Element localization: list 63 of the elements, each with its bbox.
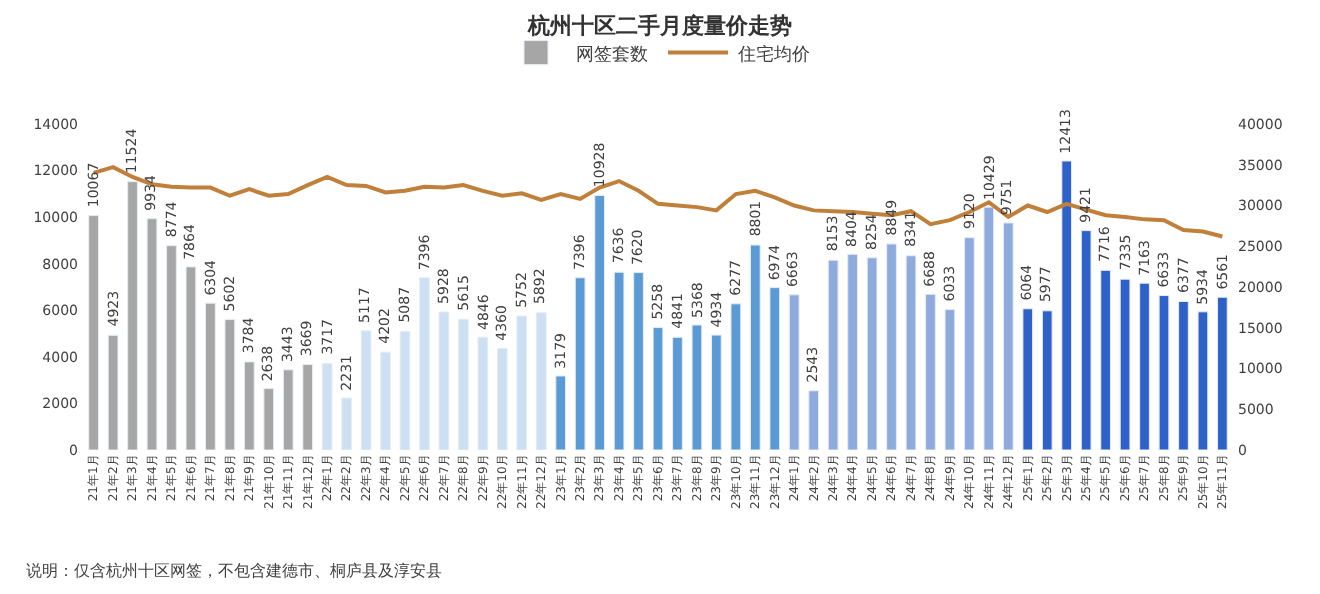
bar — [360, 330, 372, 450]
bar — [964, 237, 975, 450]
bar — [905, 255, 917, 450]
bar — [1002, 222, 1014, 450]
bar — [380, 351, 391, 450]
bar — [1061, 160, 1073, 450]
bar — [944, 309, 956, 450]
bar — [146, 218, 158, 450]
bar — [866, 257, 878, 450]
bar — [1158, 295, 1170, 450]
bar — [613, 271, 625, 450]
bar — [1080, 230, 1092, 450]
bar — [652, 327, 664, 450]
bar — [302, 364, 314, 450]
bar — [574, 277, 586, 450]
legend-label: 网签套数 — [576, 43, 648, 66]
bar — [166, 245, 177, 450]
bar — [1100, 269, 1111, 450]
bar — [1022, 308, 1034, 450]
bar — [516, 315, 528, 450]
bar — [321, 362, 333, 450]
bar — [749, 244, 761, 450]
bar — [243, 361, 255, 450]
bar — [983, 206, 995, 450]
bar — [555, 375, 567, 450]
bar — [438, 311, 450, 450]
bar — [263, 388, 275, 450]
bar — [730, 303, 742, 450]
text: 说明：仅含杭州十区网签，不包含建德市、桐庐县及淳安县 — [26, 562, 442, 580]
bar — [1139, 282, 1150, 450]
bar — [282, 369, 294, 450]
bar — [224, 319, 236, 450]
bar — [847, 253, 858, 450]
bar — [496, 347, 508, 450]
bar — [458, 318, 469, 450]
bar — [1041, 310, 1053, 450]
bar — [185, 266, 197, 450]
bar — [691, 324, 703, 450]
bar — [788, 294, 800, 450]
bar — [594, 195, 605, 450]
legend-label: 住宅均价 — [738, 43, 810, 66]
bar — [827, 259, 839, 450]
bar — [808, 390, 820, 450]
bar — [1197, 311, 1209, 450]
bar — [535, 312, 547, 450]
bar — [477, 336, 489, 450]
bar — [672, 336, 683, 450]
bar — [205, 302, 216, 450]
bar — [769, 287, 781, 450]
bar — [711, 334, 722, 450]
bar — [633, 272, 644, 450]
bar — [399, 331, 411, 450]
bar — [88, 215, 99, 450]
bar — [127, 181, 138, 450]
bar — [1178, 301, 1189, 450]
bar — [925, 293, 936, 450]
bar — [1217, 296, 1228, 450]
chart-title: 杭州十区二手月度量价走势 — [526, 13, 792, 40]
bar — [107, 334, 119, 450]
bar — [1119, 278, 1131, 450]
bar — [886, 243, 897, 450]
bar — [341, 397, 352, 450]
bar — [419, 277, 430, 450]
